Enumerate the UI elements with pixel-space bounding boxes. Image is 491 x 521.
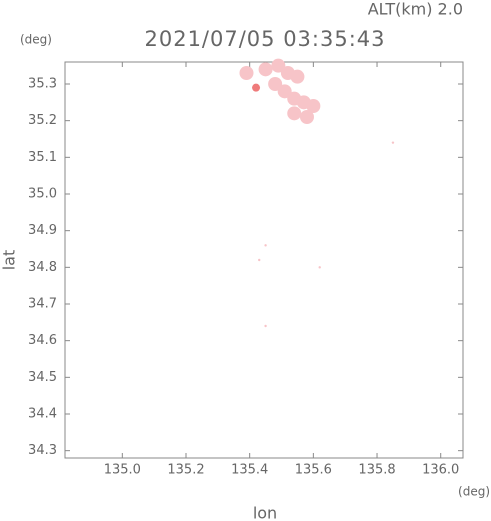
echo-point (290, 69, 305, 84)
y-tick-label: 34.3 (28, 443, 57, 458)
x-tick-label: 135.4 (231, 463, 268, 478)
echo-point (239, 66, 254, 80)
echo-point (268, 77, 283, 91)
y-tick-label: 34.7 (28, 297, 57, 312)
echo-point (287, 106, 302, 121)
echo-point (264, 324, 267, 328)
y-tick-label: 34.8 (28, 260, 57, 275)
x-tick-label: 135.0 (104, 463, 141, 478)
echo-point (252, 83, 261, 92)
x-tick-label: 136.0 (422, 463, 459, 478)
echo-point (258, 62, 273, 77)
y-tick-label: 35.0 (28, 187, 57, 202)
y-tick-label: 35.1 (28, 150, 57, 165)
y-unit: (deg) (20, 33, 52, 47)
x-unit: (deg) (458, 485, 490, 499)
echo-point (258, 258, 261, 262)
y-tick-label: 34.9 (28, 223, 57, 238)
x-tick-label: 135.8 (358, 463, 395, 478)
echo-point (299, 110, 314, 124)
y-tick-label: 34.6 (28, 333, 57, 348)
chart-title: 2021/07/05 03:35:43 (144, 27, 385, 51)
y-tick-label: 34.5 (28, 370, 57, 385)
echo-point (277, 84, 292, 99)
altitude: ALT(km) 2.0 (368, 0, 463, 19)
x-tick-label: 135.6 (295, 463, 332, 478)
y-tick-label: 35.3 (28, 77, 57, 92)
echo-point (318, 266, 321, 269)
y-tick-label: 35.2 (28, 113, 57, 128)
y-axis-label: lat (0, 250, 19, 271)
echo-point (271, 58, 286, 73)
x-axis-label: lon (253, 504, 277, 521)
echo-point (264, 244, 267, 247)
echo-point (391, 141, 395, 144)
plot-frame (64, 61, 464, 459)
y-tick-label: 34.4 (28, 407, 57, 422)
x-tick-label: 135.2 (167, 463, 204, 478)
echo-point (306, 99, 321, 113)
